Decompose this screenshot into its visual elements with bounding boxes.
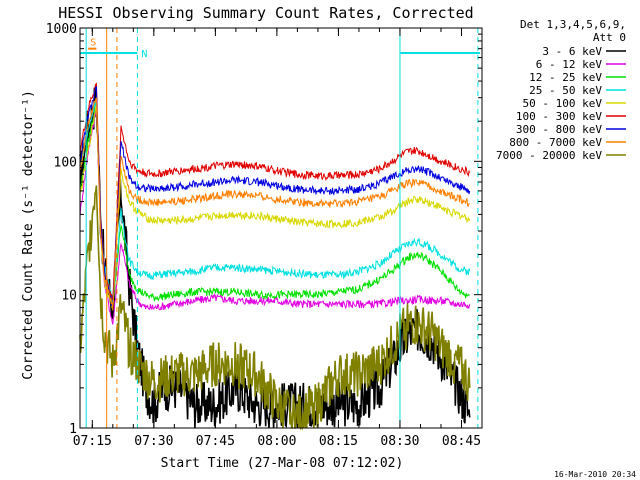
series-line-6 (79, 86, 471, 309)
series-line-0 (79, 84, 471, 428)
legend-header-1: Att 0 (593, 31, 626, 44)
series-line-7 (79, 97, 470, 311)
y-axis-label: Corrected Count Rate (s⁻¹ detector⁻¹) (21, 90, 36, 380)
series-layer (79, 82, 471, 431)
annotation-layer: SN (80, 38, 480, 60)
legend-header-0: Det 1,3,4,5,6,9, (520, 18, 626, 31)
vline-layer (85, 28, 479, 428)
y-tick-label-0: 1 (69, 422, 77, 437)
legend-label-4: 50 - 100 keV (523, 97, 603, 110)
x-axis-label: Start Time (27-Mar-08 07:12:02) (161, 456, 404, 471)
y-tick-label-2: 100 (54, 155, 77, 170)
legend-label-2: 12 - 25 keV (529, 71, 602, 84)
legend-label-1: 6 - 12 keV (536, 58, 603, 71)
chart-title: HESSI Observing Summary Count Rates, Cor… (58, 4, 473, 22)
series-line-4 (79, 104, 471, 309)
series-line-3 (79, 99, 471, 305)
annotation-label-1: N (141, 49, 147, 60)
x-tick-label-3: 08:00 (257, 434, 296, 449)
y-axis-label-group: Corrected Count Rate (s⁻¹ detector⁻¹) (21, 90, 36, 380)
plot-frame (79, 27, 483, 429)
x-tick-label-6: 08:45 (442, 434, 481, 449)
y-tick-label-3: 1000 (46, 22, 77, 37)
axes-layer: 1 10 100 1000 07:15 07:30 07:45 08:00 08:15 08:30… (46, 22, 483, 449)
legend-label-8: 7000 - 20000 keV (496, 149, 602, 162)
x-tick-label-2: 07:45 (196, 434, 235, 449)
series-line-5 (79, 82, 471, 302)
footer-timestamp: 16-Mar-2010 20:34 (554, 470, 636, 479)
legend-label-3: 25 - 50 keV (529, 84, 602, 97)
annotation-label-0: S (90, 38, 96, 49)
legend-label-0: 3 - 6 keV (542, 45, 602, 58)
series-line-1 (79, 107, 471, 325)
x-tick-label-1: 07:30 (134, 434, 173, 449)
x-tick-label-0: 07:15 (73, 434, 112, 449)
series-line-8 (79, 185, 471, 431)
series-line-2 (79, 98, 470, 310)
x-tick-label-4: 08:15 (319, 434, 358, 449)
legend-label-6: 300 - 800 keV (516, 123, 602, 136)
legend-label-7: 800 - 7000 keV (509, 136, 602, 149)
y-tick-label-1: 10 (61, 289, 77, 304)
legend-label-5: 100 - 300 keV (516, 110, 602, 123)
x-tick-label-5: 08:30 (380, 434, 419, 449)
